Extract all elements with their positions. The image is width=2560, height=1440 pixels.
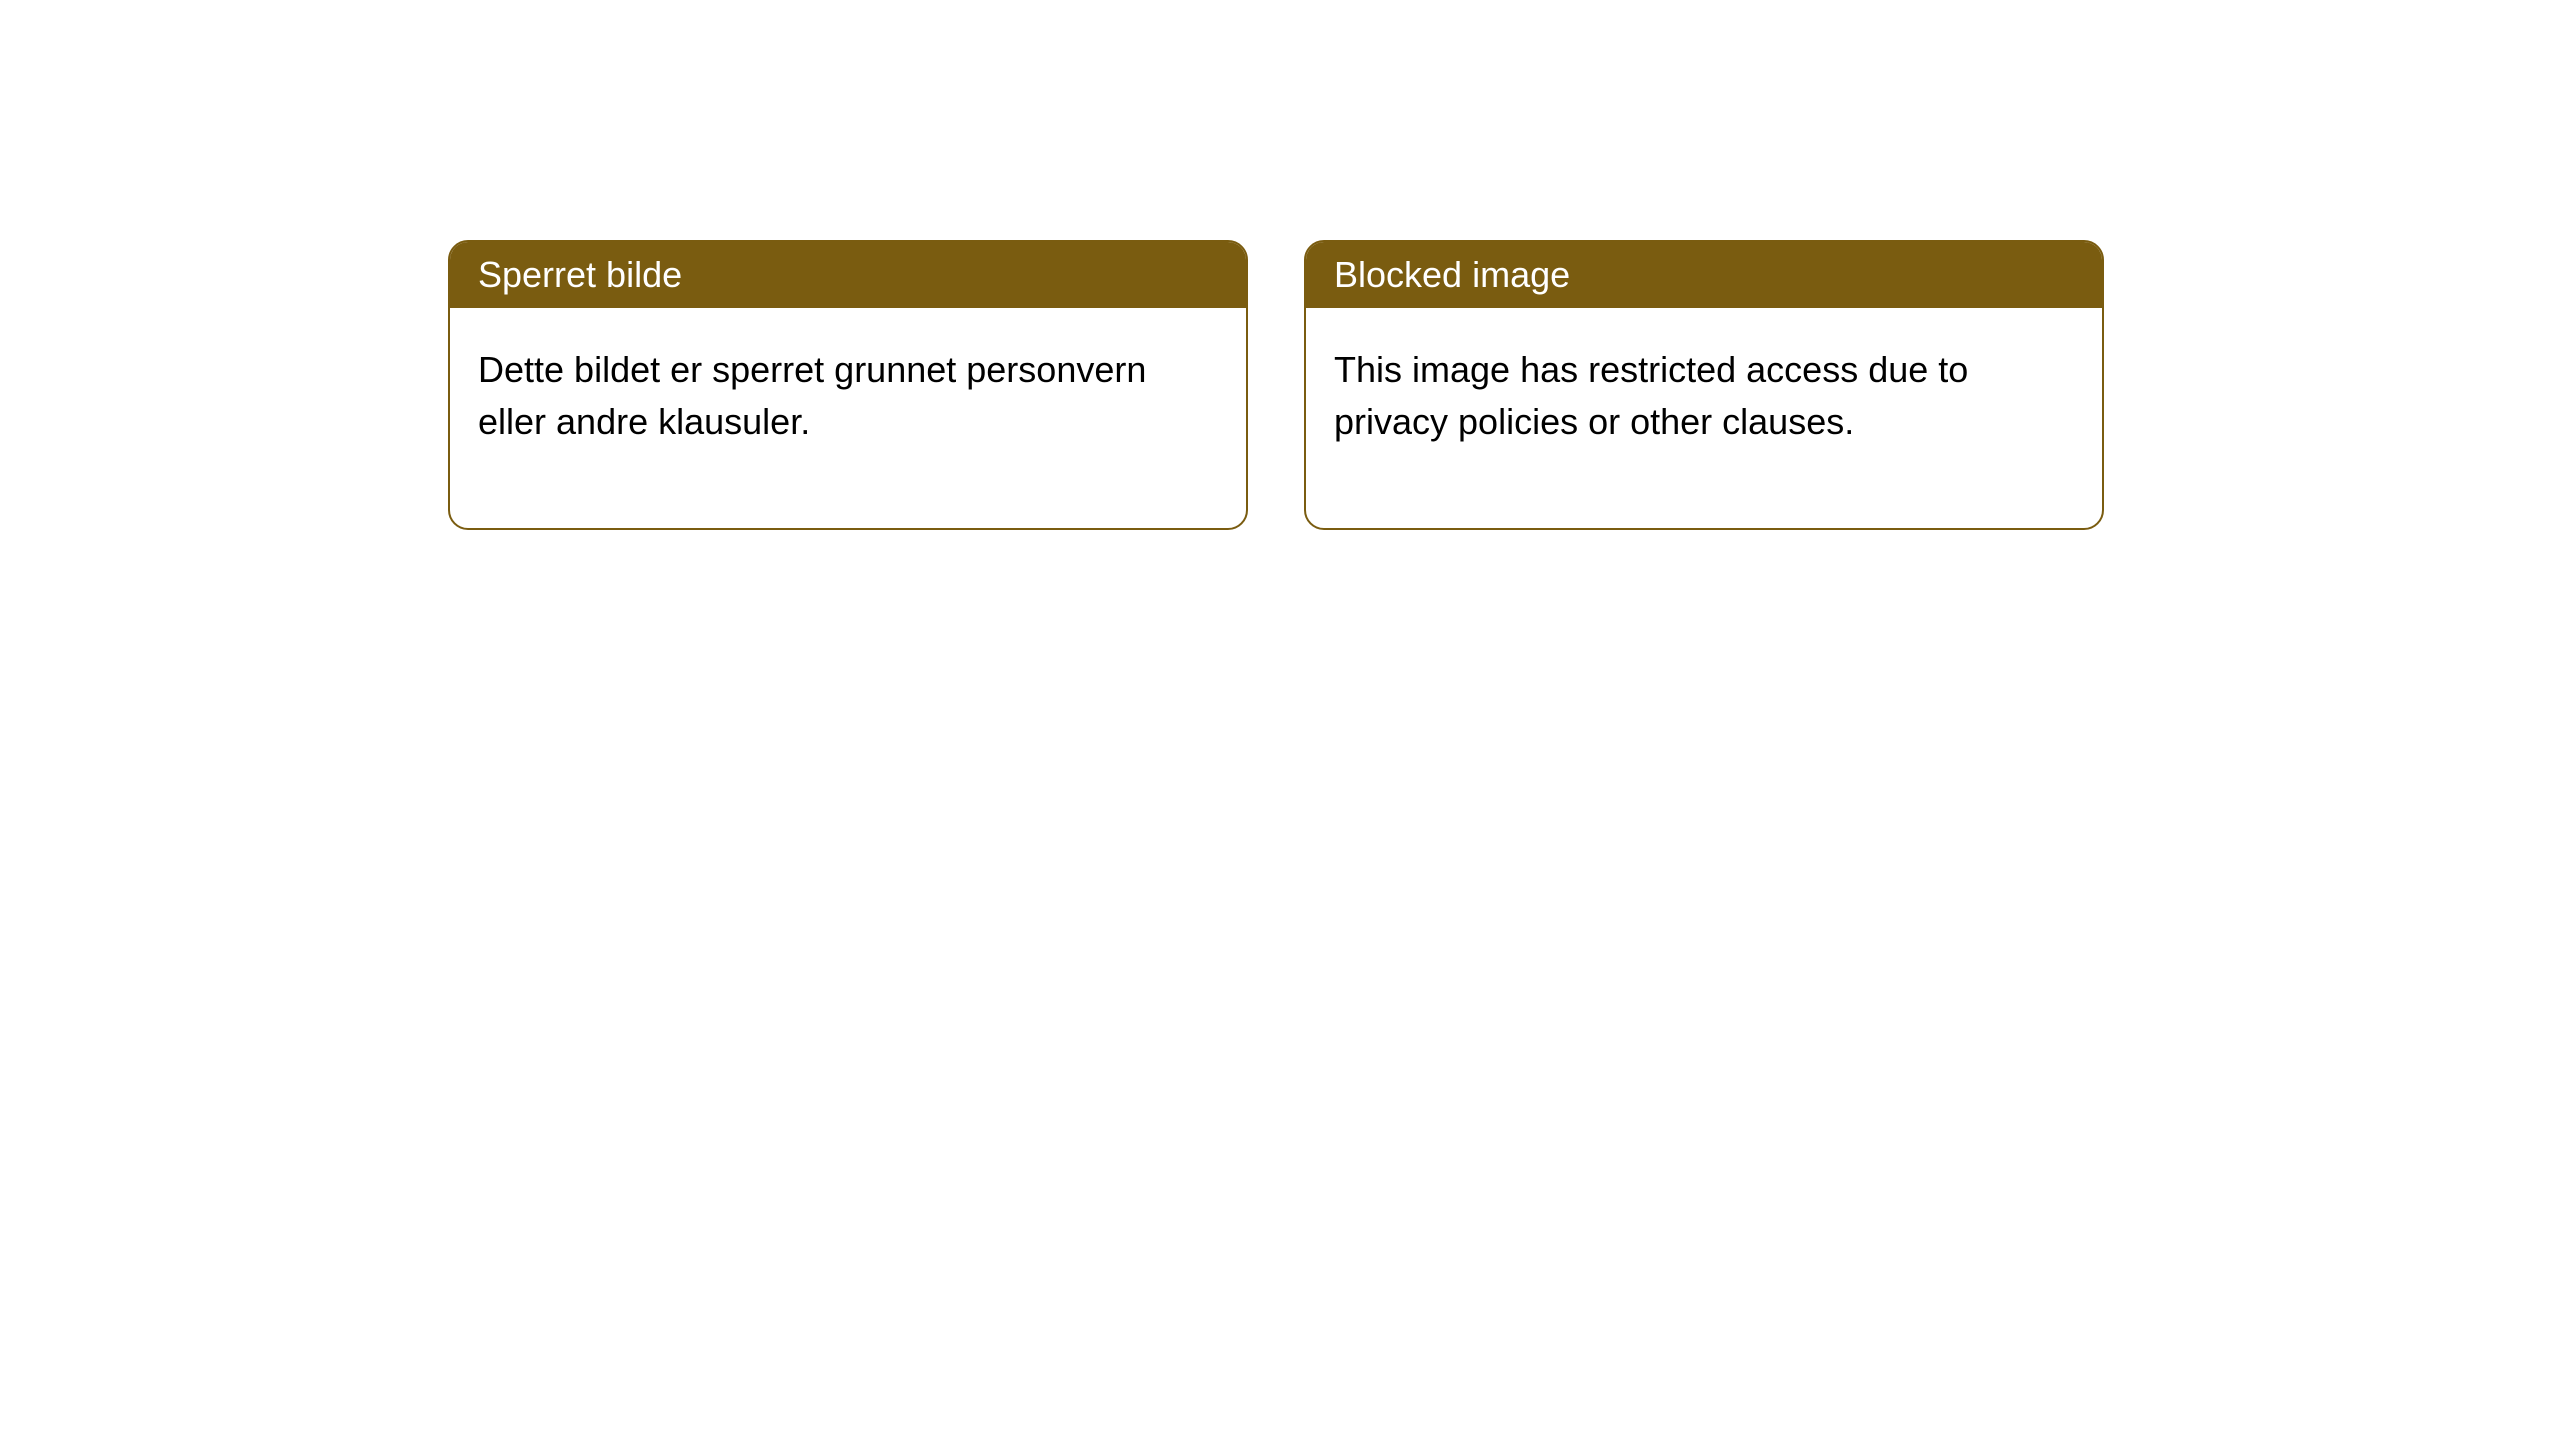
card-body-text: Dette bildet er sperret grunnet personve… bbox=[478, 349, 1146, 442]
notice-card-english: Blocked image This image has restricted … bbox=[1304, 240, 2104, 530]
notice-card-norwegian: Sperret bilde Dette bildet er sperret gr… bbox=[448, 240, 1248, 530]
card-header: Blocked image bbox=[1306, 242, 2102, 308]
card-body: This image has restricted access due to … bbox=[1306, 308, 2102, 528]
card-title: Blocked image bbox=[1334, 254, 1570, 295]
card-body: Dette bildet er sperret grunnet personve… bbox=[450, 308, 1246, 528]
card-body-text: This image has restricted access due to … bbox=[1334, 349, 1968, 442]
card-title: Sperret bilde bbox=[478, 254, 682, 295]
notice-cards-container: Sperret bilde Dette bildet er sperret gr… bbox=[448, 240, 2104, 530]
card-header: Sperret bilde bbox=[450, 242, 1246, 308]
